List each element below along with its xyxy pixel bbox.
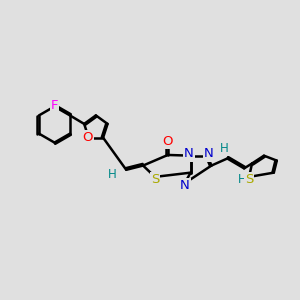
Text: S: S [245,173,253,186]
Text: S: S [151,173,159,186]
Text: N: N [180,179,190,192]
Text: N: N [204,148,213,160]
Text: F: F [51,99,58,112]
Text: O: O [82,131,93,144]
Text: H: H [108,168,117,181]
Text: H: H [220,142,229,155]
Text: N: N [184,148,194,160]
Text: O: O [163,135,173,148]
Text: H: H [238,173,247,186]
